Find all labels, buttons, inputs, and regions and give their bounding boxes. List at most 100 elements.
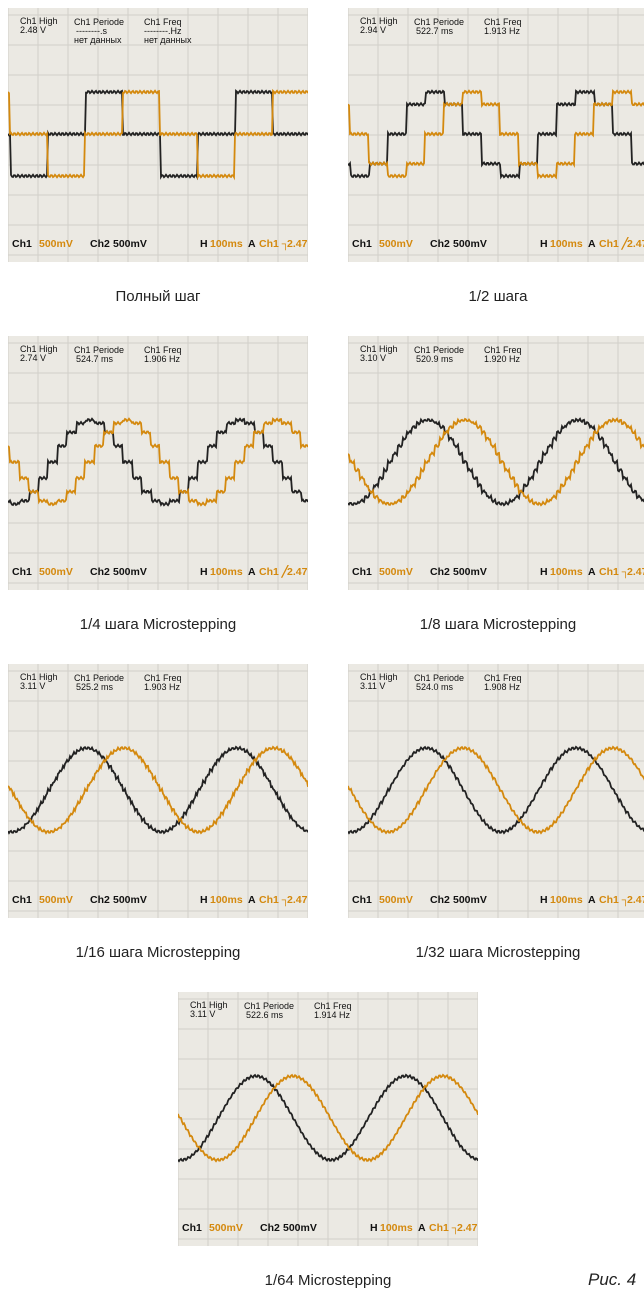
h-scale: 100ms bbox=[550, 894, 583, 906]
freq-value: 1.906 Hz bbox=[144, 354, 181, 364]
ch2-label: Ch2 bbox=[430, 566, 450, 578]
period-value: 520.9 ms bbox=[416, 354, 454, 364]
h-label: H bbox=[540, 894, 548, 906]
h-scale: 100ms bbox=[380, 1222, 413, 1234]
ch2-scale: 500mV bbox=[113, 238, 147, 250]
ch2-scale: 500mV bbox=[283, 1222, 317, 1234]
trigger-level: 2.47 V bbox=[287, 238, 308, 250]
trigger-level: 2.47 V bbox=[287, 894, 308, 906]
ch1-label: Ch1 bbox=[352, 894, 372, 906]
ch1-label: Ch1 bbox=[12, 894, 32, 906]
trigger-level: 2.47 V bbox=[627, 238, 644, 250]
a-label: A bbox=[588, 566, 596, 578]
page: Ch1 High2.48 VCh1 Periode--------.sCh1 F… bbox=[0, 0, 644, 1302]
trigger: Ch1 ┐ bbox=[259, 894, 289, 906]
a-label: A bbox=[588, 894, 596, 906]
high-value: 3.10 V bbox=[360, 353, 386, 363]
a-label: A bbox=[248, 566, 256, 578]
ch1-scale: 500mV bbox=[39, 894, 73, 906]
a-label: A bbox=[248, 238, 256, 250]
ch2-scale: 500mV bbox=[453, 566, 487, 578]
period-value: 524.7 ms bbox=[76, 354, 114, 364]
ch1-label: Ch1 bbox=[352, 238, 372, 250]
ch1-label: Ch1 bbox=[182, 1222, 202, 1234]
period-value: 522.7 ms bbox=[416, 26, 454, 36]
h-label: H bbox=[540, 566, 548, 578]
caption: Полный шаг bbox=[8, 288, 308, 305]
ch2-scale: 500mV bbox=[113, 566, 147, 578]
ch2-label: Ch2 bbox=[430, 894, 450, 906]
scope-screen: Ch1 High3.11 VCh1 Periode524.0 msCh1 Fre… bbox=[348, 664, 644, 918]
ch1-scale: 500mV bbox=[379, 894, 413, 906]
ch2-label: Ch2 bbox=[90, 566, 110, 578]
freq-value: 1.903 Hz bbox=[144, 682, 181, 692]
trigger-level: 2.47 V bbox=[457, 1222, 478, 1234]
h-label: H bbox=[370, 1222, 378, 1234]
freq-value: 1.920 Hz bbox=[484, 354, 521, 364]
ch2-label: Ch2 bbox=[90, 238, 110, 250]
caption: 1/8 шага Microstepping bbox=[348, 616, 644, 633]
ch1-label: Ch1 bbox=[12, 238, 32, 250]
freq-value: 1.908 Hz bbox=[484, 682, 521, 692]
trigger: Ch1 ┐ bbox=[429, 1222, 459, 1234]
ch1-scale: 500mV bbox=[39, 238, 73, 250]
freq-note: нет данных bbox=[144, 35, 192, 45]
trigger-level: 2.47 V bbox=[627, 566, 644, 578]
high-value: 3.11 V bbox=[190, 1009, 215, 1019]
a-label: A bbox=[588, 238, 596, 250]
freq-value: 1.914 Hz bbox=[314, 1010, 351, 1020]
h-scale: 100ms bbox=[210, 238, 243, 250]
ch2-label: Ch2 bbox=[90, 894, 110, 906]
trigger: Ch1 ┐ bbox=[599, 894, 629, 906]
ch2-scale: 500mV bbox=[453, 238, 487, 250]
trigger: Ch1 ╱ bbox=[599, 236, 630, 250]
h-label: H bbox=[200, 894, 208, 906]
ch1-scale: 500mV bbox=[379, 238, 413, 250]
h-scale: 100ms bbox=[550, 238, 583, 250]
freq-value: 1.913 Hz bbox=[484, 26, 521, 36]
a-label: A bbox=[418, 1222, 426, 1234]
ch1-label: Ch1 bbox=[12, 566, 32, 578]
caption: 1/16 шага Microstepping bbox=[8, 944, 308, 961]
ch1-scale: 500mV bbox=[379, 566, 413, 578]
high-value: 2.48 V bbox=[20, 25, 46, 35]
caption: 1/4 шага Microstepping bbox=[8, 616, 308, 633]
caption: 1/32 шага Microstepping bbox=[348, 944, 644, 961]
ch2-scale: 500mV bbox=[453, 894, 487, 906]
h-scale: 100ms bbox=[210, 894, 243, 906]
h-scale: 100ms bbox=[210, 566, 243, 578]
caption: 1/64 Microstepping bbox=[178, 1272, 478, 1289]
a-label: A bbox=[248, 894, 256, 906]
figure-label: Рис. 4 bbox=[588, 1270, 636, 1290]
trigger: Ch1 ╱ bbox=[259, 564, 290, 578]
trigger: Ch1 ┐ bbox=[599, 566, 629, 578]
period-value: 524.0 ms bbox=[416, 682, 454, 692]
ch2-label: Ch2 bbox=[430, 238, 450, 250]
h-scale: 100ms bbox=[550, 566, 583, 578]
high-value: 2.94 V bbox=[360, 25, 386, 35]
h-label: H bbox=[200, 238, 208, 250]
ch2-label: Ch2 bbox=[260, 1222, 280, 1234]
h-label: H bbox=[200, 566, 208, 578]
high-value: 3.11 V bbox=[360, 681, 385, 691]
ch2-scale: 500mV bbox=[113, 894, 147, 906]
ch1-scale: 500mV bbox=[209, 1222, 243, 1234]
caption: 1/2 шага bbox=[348, 288, 644, 305]
high-value: 3.11 V bbox=[20, 681, 45, 691]
trigger-level: 2.47 V bbox=[287, 566, 308, 578]
trigger-level: 2.47 V bbox=[627, 894, 644, 906]
period-note: нет данных bbox=[74, 35, 122, 45]
scope-screen: Ch1 High3.11 VCh1 Periode522.6 msCh1 Fre… bbox=[178, 992, 478, 1246]
